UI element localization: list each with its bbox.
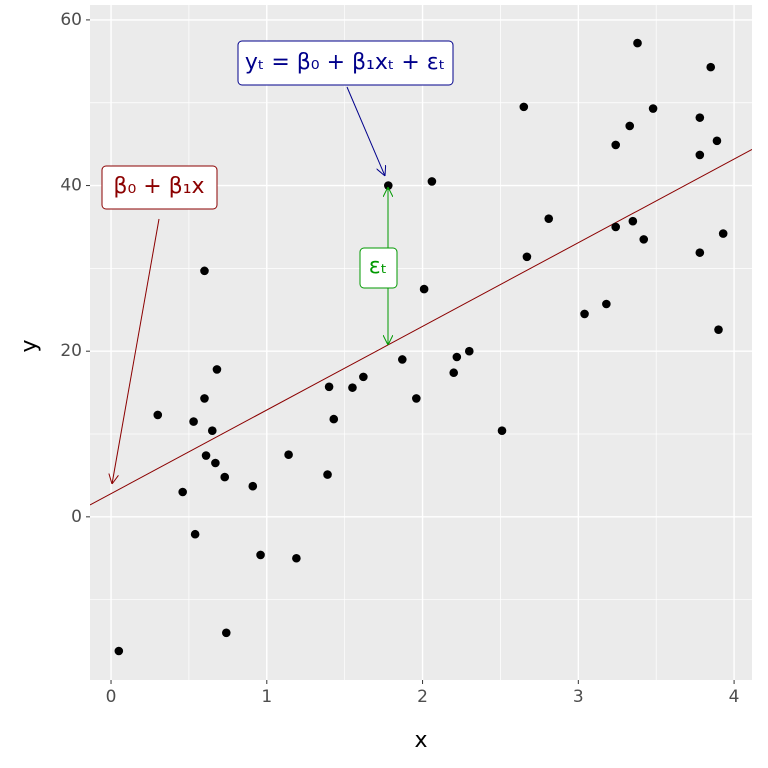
annotation: β₀ + β₁x (113, 174, 204, 199)
annotation-box (237, 40, 454, 86)
point (639, 235, 649, 244)
point (648, 104, 658, 113)
point (412, 394, 421, 403)
point (602, 299, 611, 309)
point (284, 450, 293, 460)
point (200, 266, 209, 276)
fit-layer (90, 148, 752, 506)
point (256, 550, 265, 560)
annotation: εₜ (369, 254, 387, 279)
point (292, 553, 301, 563)
points (114, 38, 728, 656)
x-axis-title: x (414, 728, 427, 753)
point (611, 222, 621, 232)
point (114, 646, 124, 656)
point (329, 414, 339, 424)
x-tick-label: 0 (106, 687, 117, 707)
y-axis-title: y (17, 339, 42, 352)
x-tick-label: 1 (261, 687, 272, 707)
point (544, 214, 554, 223)
point (522, 252, 532, 262)
point (519, 102, 529, 112)
point (212, 365, 222, 374)
point (207, 426, 217, 436)
annotation-arrow (346, 86, 385, 176)
x-tick-label: 4 (729, 687, 740, 707)
point (633, 38, 642, 48)
point (628, 216, 638, 226)
fit-line (90, 148, 752, 506)
point (497, 426, 507, 436)
point (714, 325, 723, 334)
point (348, 383, 357, 392)
point (190, 529, 200, 539)
point (398, 355, 407, 364)
grid (90, 5, 752, 680)
point (695, 150, 705, 160)
point (452, 352, 462, 362)
x-tick-label: 2 (417, 687, 428, 707)
point (324, 382, 334, 392)
point (712, 136, 722, 146)
point (464, 346, 474, 356)
point (625, 121, 635, 131)
point (178, 487, 187, 497)
annotation-arrow (112, 218, 160, 484)
point (323, 470, 332, 479)
x-tick-label: 3 (573, 687, 584, 707)
point (449, 368, 459, 378)
annotation: yₜ = β₀ + β₁xₜ + εₜ (245, 50, 445, 75)
point (706, 62, 716, 72)
point (220, 472, 230, 482)
point (248, 481, 258, 491)
point (359, 372, 368, 382)
point (718, 229, 728, 238)
point (201, 451, 211, 460)
panel (90, 5, 752, 680)
point (580, 309, 589, 319)
point (200, 394, 209, 403)
point (427, 177, 437, 186)
annotation-box (101, 165, 218, 210)
point (221, 628, 231, 638)
point (611, 140, 621, 150)
point (419, 284, 429, 294)
point (695, 113, 705, 122)
point (211, 458, 220, 468)
point (153, 410, 163, 420)
y-tick-label: 0 (71, 507, 82, 527)
y-tick-label: 60 (60, 10, 82, 30)
annotation-box (359, 247, 398, 289)
point (189, 417, 198, 426)
y-tick-label: 40 (60, 176, 82, 196)
y-tick-label: 20 (60, 341, 82, 361)
point (695, 248, 705, 257)
